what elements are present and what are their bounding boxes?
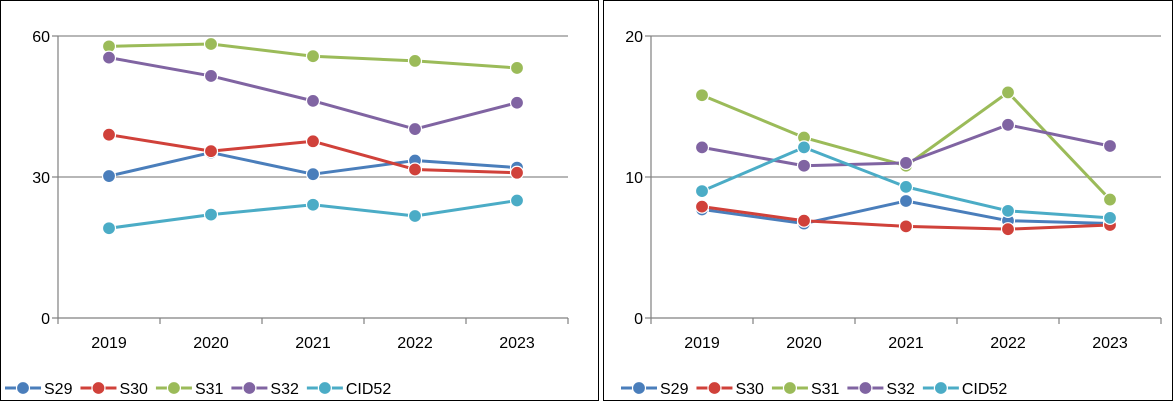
data-point-S30-2023 [509, 165, 525, 180]
x-tick-label-0: 2019 [684, 335, 720, 352]
data-point-S31-2022 [1000, 85, 1016, 100]
data-point-S29-2021 [898, 193, 914, 209]
legend-marker-S31 [166, 380, 182, 396]
data-point-CID52-2020 [796, 140, 812, 155]
series-line-S32 [108, 56, 518, 131]
data-point-S32-2020 [796, 158, 812, 173]
data-point-S30-2020 [203, 144, 219, 159]
legend-label-S29: S29 [660, 381, 689, 398]
data-point-S32-2023 [1102, 138, 1118, 154]
legend-label-S32: S32 [886, 381, 915, 398]
legend-label-CID52: CID52 [962, 381, 1007, 398]
data-point-CID52-2022 [1000, 203, 1016, 218]
x-tick-label-4: 2023 [499, 335, 535, 352]
legend-marker-S30 [707, 380, 722, 396]
data-point-S31-2021 [305, 49, 321, 64]
data-point-S32-2019 [101, 50, 117, 65]
y-tick-label-2: 60 [32, 29, 50, 46]
legend-marker-S29 [631, 380, 647, 396]
data-point-CID52-2019 [101, 221, 117, 236]
data-point-S30-2019 [694, 199, 710, 214]
data-point-CID52-2023 [509, 193, 525, 208]
data-point-CID52-2019 [694, 184, 710, 199]
chart-right-svg: 0 10 20 2019 2020 2021 2022 2023 S29 S30 S31 S32 CID… [621, 29, 1162, 398]
data-point-S32-2020 [203, 68, 219, 84]
data-point-S29-2021 [305, 167, 321, 182]
legend-marker-CID52 [933, 380, 948, 396]
legend-marker-S32 [242, 380, 257, 396]
chart-panel-right: 0 10 20 2019 2020 2021 2022 2023 S29 S30 S31 S32 CID… [603, 0, 1173, 401]
data-point-S30-2019 [101, 127, 117, 142]
legend-label-S29: S29 [44, 381, 73, 398]
data-point-S31-2023 [1102, 192, 1118, 207]
legend-marker-S29 [15, 380, 31, 396]
chart-panel-left: 0 30 60 2019 2020 2021 2022 2023 S29 S30 S31 S32 CID… [0, 0, 599, 401]
legend-marker-S31 [782, 380, 798, 396]
x-tick-label-3: 2022 [397, 335, 433, 352]
data-point-S30-2021 [305, 134, 321, 149]
data-point-S32-2022 [1000, 117, 1016, 132]
data-point-S31-2023 [509, 60, 525, 76]
legend-label-S30: S30 [119, 381, 148, 398]
data-point-CID52-2023 [1102, 210, 1118, 225]
data-point-S31-2019 [694, 88, 710, 103]
x-tick-label-3: 2022 [990, 335, 1026, 352]
data-point-S32-2021 [305, 93, 321, 108]
chart-left-svg: 0 30 60 2019 2020 2021 2022 2023 S29 S30 S31 S32 CID… [5, 29, 569, 398]
x-tick-label-2: 2021 [888, 335, 924, 352]
data-point-CID52-2020 [203, 207, 219, 222]
x-tick-label-1: 2020 [193, 335, 229, 352]
legend-label-S31: S31 [811, 381, 840, 398]
y-tick-label-0: 0 [634, 311, 643, 328]
legend-marker-S30 [91, 380, 106, 396]
y-tick-label-1: 30 [32, 170, 50, 187]
y-tick-label-2: 20 [625, 29, 643, 46]
x-tick-label-1: 2020 [786, 335, 822, 352]
legend-label-CID52: CID52 [346, 381, 391, 398]
x-tick-label-4: 2023 [1092, 335, 1128, 352]
y-tick-label-1: 10 [625, 170, 643, 187]
data-point-S31-2022 [407, 53, 423, 69]
legend-label-S32: S32 [270, 381, 299, 398]
legend-marker-CID52 [317, 380, 332, 396]
data-point-S30-2022 [407, 162, 423, 177]
x-tick-label-2: 2021 [295, 335, 331, 352]
legend-label-S30: S30 [735, 381, 764, 398]
data-point-CID52-2021 [305, 197, 321, 212]
data-point-S30-2022 [1000, 222, 1016, 237]
legend-marker-S32 [858, 380, 873, 396]
data-point-S29-2019 [101, 168, 117, 184]
data-point-S32-2021 [898, 155, 914, 170]
y-tick-label-0: 0 [41, 311, 50, 328]
data-point-S30-2020 [796, 213, 812, 228]
data-point-S31-2020 [203, 36, 219, 52]
data-point-S32-2019 [694, 140, 710, 155]
legend-label-S31: S31 [195, 381, 224, 398]
data-point-CID52-2021 [898, 179, 914, 194]
data-point-S30-2021 [898, 219, 914, 234]
x-tick-label-0: 2019 [91, 335, 127, 352]
data-point-CID52-2022 [407, 208, 423, 224]
data-point-S32-2022 [407, 121, 423, 137]
data-point-S32-2023 [509, 95, 525, 110]
